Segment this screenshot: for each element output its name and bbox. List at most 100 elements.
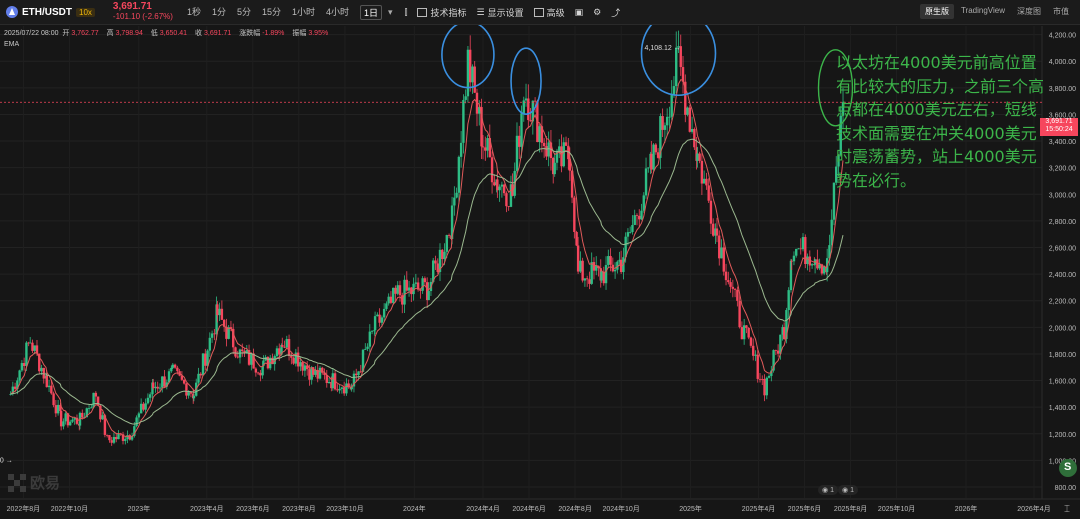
nav-next-button[interactable]: ◉ 1 [838, 485, 858, 495]
candle-body [243, 350, 246, 354]
view-tab-1[interactable]: TradingView [960, 6, 1005, 15]
cursor-icon[interactable]: ⌶ [1064, 504, 1070, 515]
candle-body [505, 193, 508, 207]
candle-body [772, 350, 775, 371]
timeframe-4[interactable]: 1小时 [292, 6, 316, 17]
gear-icon[interactable]: ⚙ [593, 6, 602, 17]
candle-body [45, 375, 48, 388]
candle-body [392, 287, 395, 303]
leverage-badge[interactable]: 10x [76, 7, 95, 17]
timeframe-3[interactable]: 15分 [261, 6, 281, 17]
timeframe-0[interactable]: 1秒 [186, 6, 201, 17]
candle-body [117, 433, 120, 440]
candle-body [758, 378, 762, 380]
candle-body [380, 317, 384, 323]
candle-body [466, 49, 470, 97]
current-price-tag: 3,691.71 15:50:24 [1040, 118, 1078, 136]
candle-body [215, 304, 218, 335]
candle-body [281, 344, 284, 347]
candle-body [564, 142, 568, 146]
y-tick-label: 1,400.00 [1049, 405, 1076, 412]
candle-body [294, 352, 298, 364]
ema-fast-line [10, 79, 844, 438]
view-tab-0[interactable]: 原生版 [919, 4, 954, 19]
candle-body [459, 142, 463, 157]
candle-body [787, 290, 790, 311]
candle-body [515, 135, 519, 171]
candle-body [366, 346, 369, 349]
candle-body [828, 245, 831, 259]
nav-prev-button[interactable]: ◉ 1 [818, 485, 838, 495]
y-tick-label: 800.00 [1055, 485, 1077, 492]
candle-body [642, 195, 645, 211]
camera-icon[interactable]: ▣ [574, 6, 584, 17]
candle-body [507, 206, 510, 207]
candle-body [702, 178, 706, 184]
candle-body [511, 184, 514, 196]
candle-body [256, 372, 260, 374]
candle-body [604, 264, 608, 284]
candle-body [799, 248, 802, 250]
x-tick-label: 2025年4月 [742, 504, 775, 513]
timeframe-5[interactable]: 4小时 [326, 6, 350, 17]
chevron-down-icon[interactable]: ▾ [388, 6, 393, 17]
candle-body [436, 263, 439, 272]
chart-tools: ⫿ 技术指标 ☰ 显示设置 高级 ▣ ⚙ ⤴ [405, 6, 621, 19]
x-tick-label: 2023年10月 [326, 504, 363, 513]
view-tab-3[interactable]: 市值 [1053, 7, 1069, 16]
candle-body [635, 215, 639, 216]
candle-body [101, 415, 104, 420]
candle-body [250, 353, 253, 365]
candle-body [484, 147, 487, 151]
candle-body [105, 434, 109, 436]
candle-body [473, 66, 476, 93]
candle-body [156, 386, 159, 389]
symbol-selector[interactable]: ETH/USDT 10x [6, 6, 95, 18]
candle-body [618, 259, 621, 262]
current-price-circle [817, 49, 854, 127]
y-tick-label: 4,000.00 [1049, 59, 1076, 66]
candle-body [301, 362, 304, 371]
candle-body [801, 237, 805, 250]
candle-body [299, 362, 302, 367]
x-tick-label: 2023年 [128, 504, 151, 513]
candle-body [241, 349, 244, 351]
candle-body [385, 303, 388, 309]
candle-body [225, 326, 228, 339]
live-chat-icon[interactable] [1059, 459, 1077, 477]
candle-body [303, 365, 307, 371]
candle-body [545, 146, 548, 157]
candle-body [570, 170, 574, 198]
candle-body [68, 421, 72, 426]
indicators-button[interactable]: 技术指标 [417, 6, 466, 19]
candle-body [756, 354, 759, 379]
candle-body [581, 260, 584, 281]
ema-legend[interactable]: EMA [4, 41, 20, 48]
advanced-button[interactable]: 高级 [533, 6, 565, 19]
candle-body [432, 260, 435, 282]
candle-type-icon[interactable]: ⫿ [404, 6, 408, 17]
candle-body [247, 349, 251, 365]
candle-body [112, 436, 116, 443]
candle-body [538, 126, 541, 143]
display-settings-button[interactable]: ☰ 显示设置 [476, 6, 524, 18]
candle-body [560, 146, 563, 167]
candle-body [480, 107, 483, 147]
candle-body [182, 379, 186, 384]
candle-body [837, 155, 840, 167]
timeframe-2[interactable]: 5分 [236, 6, 251, 17]
candle-body [445, 235, 448, 252]
candle-body [197, 373, 200, 383]
candle-body [13, 386, 17, 389]
x-tick-label: 2025年8月 [834, 504, 867, 513]
candle-body [841, 102, 845, 116]
view-tab-2[interactable]: 深度图 [1017, 7, 1041, 16]
timeframe-1[interactable]: 1分 [211, 6, 226, 17]
candle-body [135, 417, 138, 427]
candle-body [609, 256, 612, 265]
share-icon[interactable]: ⤴ [611, 7, 621, 18]
timeframe-6[interactable]: 1日 [360, 4, 383, 20]
candle-body [733, 288, 737, 290]
candle-body [278, 348, 281, 355]
